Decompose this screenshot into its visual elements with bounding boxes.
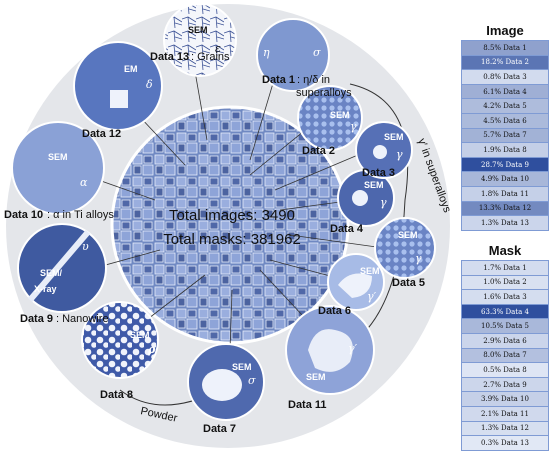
data9-xray-label: X-ray [34,284,57,294]
mask-panel-title: Mask [488,243,522,258]
mask-share-row: 3.9% Data 10 [461,392,549,407]
image-share-row: 13.3% Data 12 [461,201,549,217]
image-share-row: 8.5% Data 1 [461,40,549,56]
mask-share-row: 8.0% Data 7 [461,348,549,364]
data13-label: Data 13 [150,51,189,63]
image-share-row: 1.9% Data 8 [461,143,549,158]
data9-sem-label: SEM/ [40,268,63,278]
mask-share-row: 63.3% Data 4 [461,304,549,320]
mask-share-row: 1.0% Data 2 [461,275,549,291]
data8-inset [81,301,159,379]
data6-particle [338,273,372,298]
data2-inset [297,85,363,151]
data9-upsilon-symbol: υ [82,240,89,253]
data8-sem-label: SEM [130,330,150,340]
data13-sem-label: SEM [188,25,208,35]
data12-em-label: EM [124,64,138,74]
image-share-table: 8.5% Data 1 18.2% Data 2 0.8% Data 3 6.1% D… [461,40,549,231]
data3-gamma-symbol: γ [396,148,403,161]
mask-share-panel: Mask 1.7% Data 1 1.0% Data 2 1.6% Data 3 63… [461,242,549,451]
data4-gamma-symbol: γ [380,196,387,209]
image-share-row: 4.9% Data 10 [461,172,549,187]
data10-inset [11,121,105,215]
mask-share-row: 1.3% Data 12 [461,421,549,437]
data1-label: Data 1 [262,74,295,86]
data8-rho-symbol: ρ [147,343,156,356]
mask-share-row: 0.3% Data 13 [461,436,549,451]
data1-eta-symbol: η [263,46,270,59]
image-share-row: 1.8% Data 11 [461,186,549,202]
data2-label: Data 2 [302,145,335,157]
data6-sem-label: SEM [360,266,380,276]
data10-sem-label: SEM [48,152,68,162]
data13-epsilon-symbol: ε [215,42,221,55]
data1-note: : η/δ in [297,74,330,86]
data7-sigma-symbol: σ [248,374,256,387]
data11-label: Data 11 [288,399,327,411]
data1-sigma-symbol: σ [313,46,321,59]
mask-share-row: 2.7% Data 9 [461,377,549,393]
data12-particle [110,90,128,108]
data7-particle [202,369,242,401]
mask-share-table: 1.7% Data 1 1.0% Data 2 1.6% Data 3 63.3% D… [461,260,549,451]
data8-label: Data 8 [100,389,133,401]
data9-note: : Nanowire [56,313,109,325]
data12-inset [73,41,163,131]
data2-gamma-symbol: γ [350,120,357,133]
data1-inset [256,18,330,92]
image-share-row: 5.7% Data 7 [461,128,549,144]
data2-sem-label: SEM [330,110,350,120]
data11-particle [308,329,353,372]
data12-label: Data 12 [82,128,121,140]
image-share-row: 4.5% Data 6 [461,113,549,129]
data10-alpha-symbol: α [80,176,88,189]
data4-label: Data 4 [330,223,364,235]
image-panel-title: Image [486,23,524,38]
data7-sem-label: SEM [232,362,252,372]
image-share-row: 18.2% Data 2 [461,55,549,71]
data13-note: : Grains [191,51,230,63]
image-share-row: 1.3% Data 13 [461,216,549,231]
total-masks-text: Total masks: 381962 [163,231,301,248]
mask-share-row: 2.1% Data 11 [461,406,549,422]
data3-sem-label: SEM [384,132,404,142]
data6-gamma-symbol: γ′ [367,290,377,303]
image-share-row: 6.1% Data 4 [461,84,549,100]
total-images-text: Total images: 3490 [169,207,295,224]
data11-gamma-symbol: γ′ [348,342,358,355]
data13-inset [163,3,237,77]
data10-note: : α in Ti alloys [47,209,114,221]
image-share-panel: Image 8.5% Data 1 18.2% Data 2 0.8% Data 3… [461,22,549,231]
data11-sem-label: SEM [306,372,326,382]
data9-nanowire [27,230,91,302]
data6-label: Data 6 [318,305,351,317]
image-share-row: 0.8% Data 3 [461,70,549,85]
image-share-row: 4.2% Data 5 [461,99,549,114]
mask-share-row: 2.9% Data 6 [461,333,549,349]
data5-label: Data 5 [392,277,425,289]
data7-label: Data 7 [203,423,236,435]
mask-share-row: 0.5% Data 8 [461,363,549,378]
data12-delta-symbol: δ [146,78,153,91]
mask-share-row: 1.7% Data 1 [461,260,549,276]
data3-label: Data 3 [362,167,395,179]
data9-label: Data 9 [20,313,53,325]
mask-share-row: 1.6% Data 3 [461,290,549,305]
data4-particle [352,190,368,206]
data5-inset [374,217,436,279]
image-share-row: 28.7% Data 9 [461,157,549,173]
data5-gamma-symbol: γ [415,252,422,265]
data10-label: Data 10 [4,209,43,221]
data5-sem-label: SEM [398,230,418,240]
data1-note-line2: superalloys [296,87,352,99]
mask-share-row: 10.5% Data 5 [461,319,549,334]
data3-particle [373,145,387,159]
data4-sem-label: SEM [364,180,384,190]
